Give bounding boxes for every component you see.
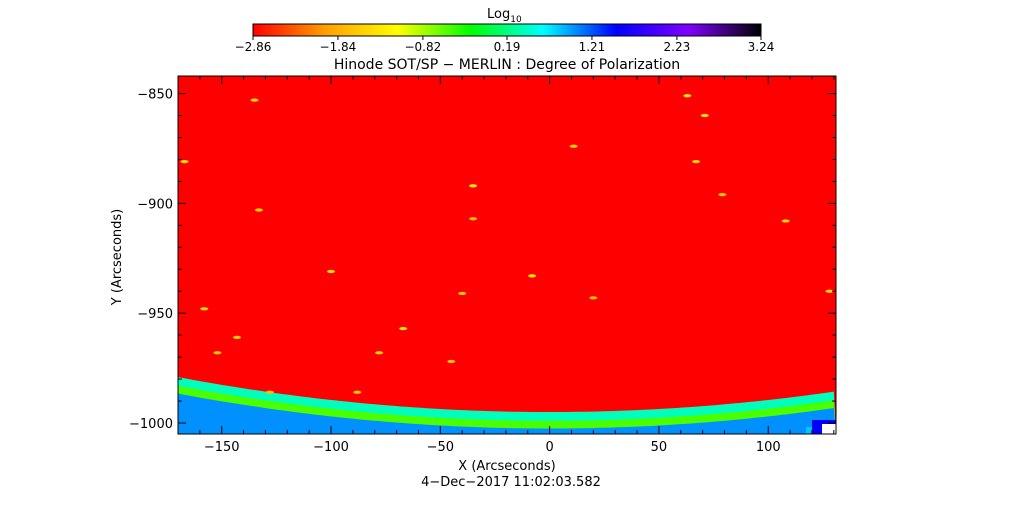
polarization-feature <box>375 351 384 355</box>
colorbar-tick-label: −2.86 <box>235 40 272 54</box>
polarization-feature <box>180 160 189 164</box>
x-axis-label: X (Arcseconds) <box>458 459 555 474</box>
colorbar-tick-label: 3.24 <box>748 40 775 54</box>
polarization-feature <box>250 98 259 102</box>
polarization-features <box>180 94 834 394</box>
polarization-feature <box>700 113 709 118</box>
colorbar-ticks: −2.86 −1.84 −0.82 0.19 1.21 2.23 3.24 <box>235 36 775 54</box>
polarization-feature <box>353 390 362 394</box>
heatmap-image <box>178 76 836 434</box>
x-tick-label: −50 <box>427 440 454 455</box>
polarization-feature <box>265 390 274 394</box>
x-tick-label: −100 <box>313 440 349 455</box>
polarization-feature <box>569 144 578 148</box>
polarization-feature <box>233 335 242 339</box>
heatmap-background <box>178 76 836 434</box>
x-axis-ticks: −150 −100 −50 0 50 100 <box>177 76 835 455</box>
polarization-feature <box>254 208 263 212</box>
x-tick-label: 0 <box>545 440 553 455</box>
y-tick-label: −900 <box>137 197 173 212</box>
polarization-feature <box>781 219 790 223</box>
colorbar-label: Log10 <box>487 7 522 25</box>
colorbar-tick-label: 1.21 <box>579 40 606 54</box>
x-tick-label: 50 <box>651 440 668 455</box>
polarization-feature <box>528 274 537 278</box>
plot-frame <box>177 75 837 435</box>
colorbar-tick-label: 2.23 <box>664 40 691 54</box>
polarization-feature <box>200 307 209 311</box>
colorbar <box>252 23 762 37</box>
colorbar-tick-label: −0.82 <box>404 40 441 54</box>
polarization-feature <box>469 184 478 188</box>
limb-band-edge <box>178 393 836 434</box>
y-axis-label: Y (Arcseconds) <box>110 209 125 306</box>
polarization-feature <box>589 296 598 300</box>
colorbar-tick-label: 0.19 <box>494 40 521 54</box>
colorbar-tick-label: −1.84 <box>320 40 357 54</box>
chart-title: Hinode SOT/SP − MERLIN : Degree of Polar… <box>334 57 680 73</box>
polarization-feature <box>469 217 478 221</box>
y-tick-label: −850 <box>137 88 173 103</box>
polarization-feature <box>327 269 336 274</box>
x-tick-label: 100 <box>756 440 781 455</box>
x-tick-label: −150 <box>204 440 240 455</box>
y-tick-label: −1000 <box>129 417 173 432</box>
y-axis-ticks: −850 −900 −950 −1000 <box>129 88 836 432</box>
polarization-feature <box>692 160 701 164</box>
polarization-feature <box>447 359 456 364</box>
polarization-feature <box>213 351 222 355</box>
polarization-feature <box>399 326 408 331</box>
polarization-feature <box>825 289 834 293</box>
polarization-feature <box>683 94 692 98</box>
polarization-feature <box>718 193 727 197</box>
polarization-feature <box>458 291 467 296</box>
date-stamp: 4−Dec−2017 11:02:03.582 <box>421 475 601 490</box>
y-tick-label: −950 <box>137 307 173 322</box>
